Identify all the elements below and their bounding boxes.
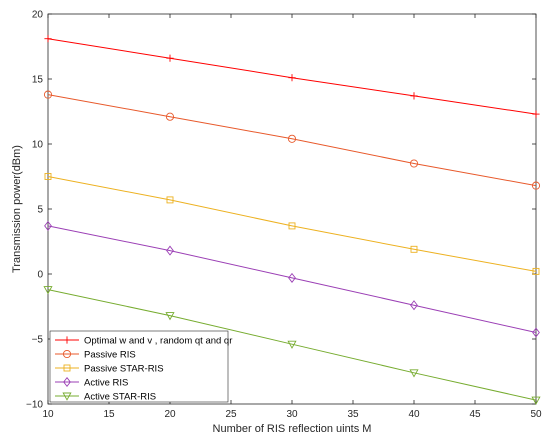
- legend-entry: Passive RIS: [55, 349, 136, 360]
- y-tick-label: 10: [32, 140, 44, 151]
- data-point: [166, 54, 174, 62]
- data-point: [410, 300, 418, 311]
- series: [43, 286, 541, 405]
- series-line: [47, 225, 537, 333]
- x-tick-label: 10: [42, 409, 54, 420]
- series-line: [47, 289, 537, 401]
- data-point: [44, 220, 52, 231]
- x-tick-label: 35: [347, 409, 359, 420]
- data-point: [62, 349, 72, 359]
- y-tick-label: 15: [32, 75, 44, 86]
- legend-box: [49, 330, 229, 403]
- series: [44, 35, 540, 118]
- data-point: [43, 90, 53, 99]
- data-point: [532, 110, 540, 118]
- y-axis-label: Transmission power(dBm): [11, 145, 23, 273]
- data-point: [409, 159, 419, 168]
- data-point: [43, 286, 53, 295]
- data-point: [62, 392, 72, 401]
- legend-label: Active STAR-RIS: [84, 391, 156, 402]
- data-point: [409, 369, 419, 378]
- data-point: [532, 267, 540, 275]
- y-tick-label: −5: [32, 335, 44, 346]
- x-tick-label: 15: [103, 409, 115, 420]
- x-tick-label: 25: [225, 409, 237, 420]
- legend-entry: Active RIS: [55, 376, 128, 388]
- data-point: [410, 92, 418, 100]
- series: [43, 90, 541, 190]
- data-point: [532, 327, 540, 338]
- legend: Optimal w and v , random qt and qr Passiv…: [49, 330, 232, 403]
- data-point: [63, 376, 71, 388]
- data-point: [166, 245, 174, 256]
- data-point: [287, 134, 297, 143]
- series-line: [47, 176, 537, 272]
- y-tick-label: 0: [37, 270, 43, 281]
- series-layer: [43, 35, 541, 405]
- legend-entry: Active STAR-RIS: [55, 391, 156, 402]
- data-point: [287, 340, 297, 349]
- series: [44, 220, 540, 338]
- x-tick-label: 50: [530, 409, 542, 420]
- legend-label: Passive STAR-RIS: [84, 363, 164, 374]
- data-point: [410, 245, 418, 253]
- y-tick-label: 20: [32, 10, 44, 21]
- series: [44, 173, 540, 275]
- x-tick-label: 45: [469, 409, 481, 420]
- data-point: [165, 312, 175, 321]
- y-tick-label: −10: [26, 400, 43, 411]
- data-point: [288, 74, 296, 82]
- data-point: [288, 272, 296, 283]
- series-line: [47, 94, 537, 187]
- x-tick-label: 20: [164, 409, 176, 420]
- x-axis-label: Number of RIS reflection uints M: [213, 423, 372, 435]
- data-point: [44, 173, 52, 180]
- y-tick-label: 5: [37, 205, 43, 216]
- data-point: [165, 112, 175, 121]
- x-tick-label: 40: [408, 409, 420, 420]
- x-tick-label: 30: [286, 409, 298, 420]
- legend-label: Passive RIS: [84, 349, 136, 360]
- legend-label: Optimal w and v , random qt and qr: [84, 335, 232, 346]
- data-point: [531, 396, 541, 405]
- legend-entry: Optimal w and v , random qt and qr: [55, 335, 232, 346]
- legend-entry: Passive STAR-RIS: [55, 363, 164, 374]
- axis-ticks: 10 15 20 25 30 35 40 45 50 −10 −5 0 5 10 15 20: [26, 10, 542, 421]
- data-point: [63, 364, 71, 372]
- data-point: [63, 336, 71, 344]
- data-point: [288, 222, 296, 230]
- legend-label: Active RIS: [84, 377, 128, 388]
- data-point: [166, 196, 174, 204]
- data-point: [531, 181, 541, 190]
- data-point: [44, 35, 52, 43]
